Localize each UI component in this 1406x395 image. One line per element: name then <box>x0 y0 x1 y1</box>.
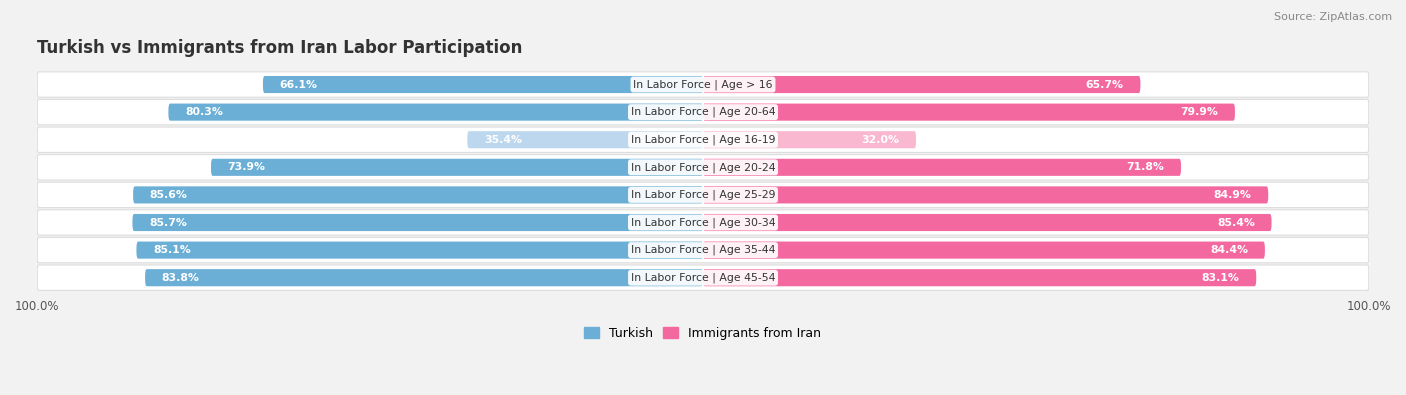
FancyBboxPatch shape <box>703 76 1140 93</box>
Text: 83.1%: 83.1% <box>1202 273 1240 283</box>
FancyBboxPatch shape <box>703 159 1181 176</box>
Text: 73.9%: 73.9% <box>228 162 266 172</box>
FancyBboxPatch shape <box>263 76 703 93</box>
Text: 85.6%: 85.6% <box>150 190 187 200</box>
Text: In Labor Force | Age 30-34: In Labor Force | Age 30-34 <box>631 217 775 228</box>
Text: In Labor Force | Age 45-54: In Labor Force | Age 45-54 <box>631 273 775 283</box>
FancyBboxPatch shape <box>37 100 1369 125</box>
FancyBboxPatch shape <box>169 103 703 121</box>
FancyBboxPatch shape <box>37 265 1369 290</box>
FancyBboxPatch shape <box>37 72 1369 97</box>
Text: Turkish vs Immigrants from Iran Labor Participation: Turkish vs Immigrants from Iran Labor Pa… <box>37 39 523 57</box>
FancyBboxPatch shape <box>703 103 1234 121</box>
Text: In Labor Force | Age 16-19: In Labor Force | Age 16-19 <box>631 134 775 145</box>
Text: 71.8%: 71.8% <box>1126 162 1164 172</box>
Text: 83.8%: 83.8% <box>162 273 200 283</box>
Text: In Labor Force | Age 20-24: In Labor Force | Age 20-24 <box>631 162 775 173</box>
FancyBboxPatch shape <box>132 214 703 231</box>
Text: 84.9%: 84.9% <box>1213 190 1251 200</box>
FancyBboxPatch shape <box>211 159 703 176</box>
Text: 65.7%: 65.7% <box>1085 79 1123 90</box>
Text: In Labor Force | Age 25-29: In Labor Force | Age 25-29 <box>631 190 775 200</box>
FancyBboxPatch shape <box>703 242 1265 259</box>
Text: 35.4%: 35.4% <box>484 135 522 145</box>
FancyBboxPatch shape <box>703 131 917 148</box>
FancyBboxPatch shape <box>37 154 1369 180</box>
FancyBboxPatch shape <box>703 214 1271 231</box>
Legend: Turkish, Immigrants from Iran: Turkish, Immigrants from Iran <box>585 327 821 340</box>
Text: 80.3%: 80.3% <box>186 107 224 117</box>
Text: 66.1%: 66.1% <box>280 79 318 90</box>
Text: In Labor Force | Age 20-64: In Labor Force | Age 20-64 <box>631 107 775 117</box>
Text: 79.9%: 79.9% <box>1181 107 1218 117</box>
FancyBboxPatch shape <box>37 182 1369 208</box>
Text: 84.4%: 84.4% <box>1211 245 1249 255</box>
FancyBboxPatch shape <box>703 269 1256 286</box>
FancyBboxPatch shape <box>136 242 703 259</box>
Text: In Labor Force | Age > 16: In Labor Force | Age > 16 <box>633 79 773 90</box>
FancyBboxPatch shape <box>37 127 1369 152</box>
Text: Source: ZipAtlas.com: Source: ZipAtlas.com <box>1274 12 1392 22</box>
FancyBboxPatch shape <box>467 131 703 148</box>
FancyBboxPatch shape <box>134 186 703 203</box>
FancyBboxPatch shape <box>37 237 1369 263</box>
FancyBboxPatch shape <box>37 210 1369 235</box>
FancyBboxPatch shape <box>145 269 703 286</box>
Text: 32.0%: 32.0% <box>862 135 900 145</box>
Text: In Labor Force | Age 35-44: In Labor Force | Age 35-44 <box>631 245 775 255</box>
Text: 85.4%: 85.4% <box>1218 218 1256 228</box>
Text: 85.7%: 85.7% <box>149 218 187 228</box>
FancyBboxPatch shape <box>703 186 1268 203</box>
Text: 85.1%: 85.1% <box>153 245 191 255</box>
